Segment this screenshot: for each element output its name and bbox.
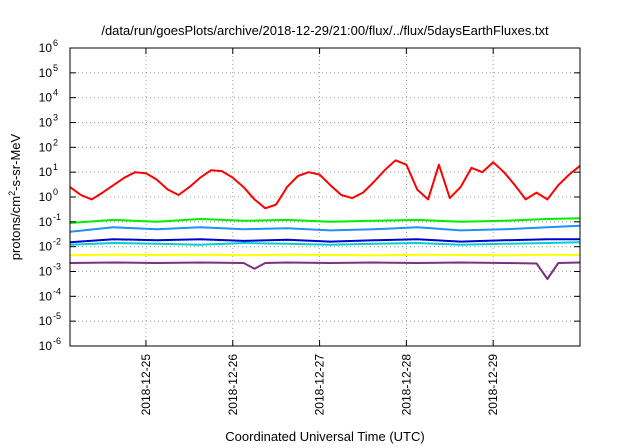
y-tick-label: 10-6 <box>39 336 61 353</box>
series-line-7 <box>69 261 581 280</box>
grid <box>70 48 580 346</box>
y-tick-label: 100 <box>39 187 58 204</box>
y-tick-label: 10-2 <box>39 237 61 254</box>
y-axis-label: protons/cm2-s-sr-MeV <box>7 133 23 260</box>
axis-ticks <box>70 47 580 347</box>
x-tick-label: 2018-12-26 <box>226 354 240 416</box>
series-line-1 <box>69 159 581 210</box>
y-tick-exponent: 6 <box>53 38 58 48</box>
x-tick-label: 2018-12-25 <box>139 354 153 416</box>
y-tick-exponent: 2 <box>53 137 58 147</box>
y-tick-label: 106 <box>39 38 58 55</box>
y-tick-label: 103 <box>39 113 58 130</box>
series-line-3 <box>69 224 581 233</box>
y-axis-label-rest: -s-sr-MeV <box>8 133 23 190</box>
y-tick-exponent: 4 <box>53 88 58 98</box>
y-tick-exponent: 3 <box>53 113 58 123</box>
y-tick-label: 105 <box>39 63 58 80</box>
y-tick-label: 10-4 <box>39 286 61 303</box>
y-tick-exponent: 0 <box>53 187 58 197</box>
y-tick-exponent: 1 <box>53 162 58 172</box>
x-axis-label: Coordinated Universal Time (UTC) <box>225 429 424 444</box>
x-tick-labels: 2018-12-25 2018-12-26 2018-12-27 2018-12-28… <box>139 354 500 416</box>
y-axis-label-sup: 2 <box>7 191 17 196</box>
y-tick-exponent: -3 <box>53 262 61 272</box>
y-tick-label: 102 <box>39 137 58 154</box>
chart-title: /data/run/goesPlots/archive/2018-12-29/2… <box>101 23 549 38</box>
series-line-4 <box>69 241 581 246</box>
y-tick-labels: 10-610-510-410-310-210-11001011021031041… <box>39 38 61 353</box>
y-tick-exponent: -2 <box>53 237 61 247</box>
x-tick-label: 2018-12-29 <box>486 354 500 416</box>
y-tick-label: 104 <box>39 88 58 105</box>
y-tick-label: 10-1 <box>39 212 61 229</box>
y-tick-exponent: -5 <box>53 311 61 321</box>
y-tick-exponent: -6 <box>53 336 61 346</box>
y-tick-exponent: 5 <box>53 63 58 73</box>
y-tick-exponent: -1 <box>53 212 61 222</box>
series-layer <box>69 159 581 280</box>
x-tick-label: 2018-12-27 <box>313 354 327 416</box>
y-tick-label: 10-3 <box>39 262 61 279</box>
y-tick-label: 10-5 <box>39 311 61 328</box>
y-tick-exponent: -4 <box>53 286 61 296</box>
series-line-6 <box>69 253 581 257</box>
y-tick-label: 101 <box>39 162 58 179</box>
x-tick-label: 2018-12-28 <box>399 354 413 416</box>
series-line-5 <box>69 238 580 244</box>
series-line-2 <box>69 217 581 224</box>
y-axis-label-main: protons/cm <box>8 196 23 260</box>
